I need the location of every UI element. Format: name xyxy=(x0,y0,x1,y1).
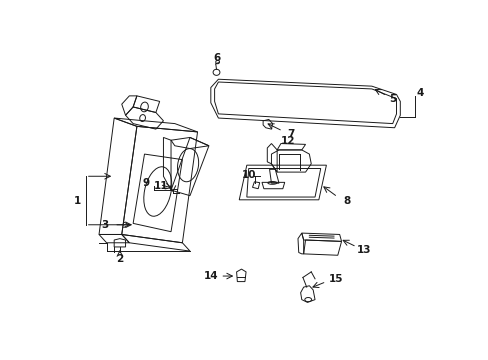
Text: 6: 6 xyxy=(212,53,220,63)
Text: 4: 4 xyxy=(416,88,423,98)
Text: 8: 8 xyxy=(343,195,350,206)
Text: 7: 7 xyxy=(287,129,294,139)
Text: 11: 11 xyxy=(154,181,168,191)
Text: 3: 3 xyxy=(101,220,108,230)
Text: 15: 15 xyxy=(328,274,343,284)
Text: 14: 14 xyxy=(203,271,218,281)
Text: 13: 13 xyxy=(356,245,371,255)
Text: 10: 10 xyxy=(242,170,256,180)
Text: 1: 1 xyxy=(73,196,81,206)
Text: 9: 9 xyxy=(142,178,150,188)
Text: 5: 5 xyxy=(388,94,396,104)
Text: 2: 2 xyxy=(116,255,123,264)
Text: 12: 12 xyxy=(281,136,295,146)
